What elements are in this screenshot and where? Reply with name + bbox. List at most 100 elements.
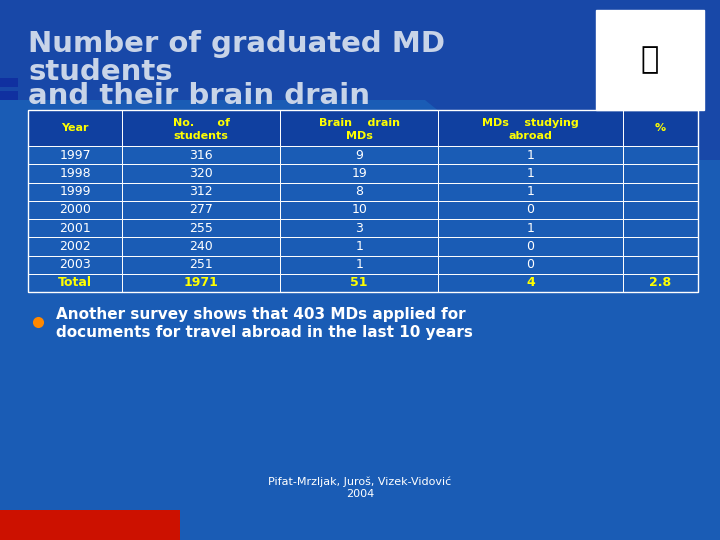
Text: 2002: 2002: [59, 240, 91, 253]
Text: %: %: [654, 123, 666, 133]
Bar: [438, 183, 623, 201]
Bar: [122, 255, 280, 274]
Bar: [280, 146, 438, 164]
Text: 1: 1: [355, 258, 363, 271]
Bar: [438, 237, 623, 255]
Text: 2001: 2001: [59, 221, 91, 234]
Text: 1971: 1971: [184, 276, 219, 289]
Text: 2000: 2000: [59, 204, 91, 217]
Text: students: students: [174, 131, 228, 141]
Text: 240: 240: [189, 240, 213, 253]
Bar: [28, 219, 122, 237]
Text: 316: 316: [189, 148, 213, 161]
Bar: [623, 183, 698, 201]
Text: 19: 19: [351, 167, 367, 180]
Bar: [438, 110, 623, 146]
Bar: [28, 237, 122, 255]
Bar: [623, 110, 698, 146]
Text: 251: 251: [189, 258, 213, 271]
Text: Brain    drain: Brain drain: [319, 118, 400, 128]
Text: 🏛: 🏛: [641, 45, 659, 75]
Text: 1999: 1999: [59, 185, 91, 198]
Text: 1: 1: [526, 221, 534, 234]
Bar: [0, 78, 18, 87]
Text: Year: Year: [61, 123, 89, 133]
Bar: [28, 110, 698, 292]
Bar: [122, 219, 280, 237]
Bar: [0, 510, 180, 540]
Bar: [280, 183, 438, 201]
Bar: [0, 0, 720, 100]
Bar: [438, 146, 623, 164]
Bar: [28, 274, 122, 292]
Bar: [623, 164, 698, 183]
Bar: [122, 237, 280, 255]
Text: MDs: MDs: [346, 131, 373, 141]
Bar: [596, 10, 704, 110]
Bar: [28, 201, 122, 219]
Text: 4: 4: [526, 276, 535, 289]
Bar: [623, 146, 698, 164]
Text: students: students: [28, 58, 173, 86]
Bar: [623, 255, 698, 274]
Bar: [28, 146, 122, 164]
Text: 2003: 2003: [59, 258, 91, 271]
Bar: [122, 146, 280, 164]
Bar: [122, 110, 280, 146]
Bar: [0, 91, 18, 100]
Bar: [280, 164, 438, 183]
Bar: [280, 274, 438, 292]
Text: Number of graduated MD: Number of graduated MD: [28, 30, 445, 58]
Text: 0: 0: [526, 204, 534, 217]
Bar: [122, 164, 280, 183]
Bar: [623, 274, 698, 292]
Bar: [438, 219, 623, 237]
Bar: [28, 255, 122, 274]
Bar: [28, 183, 122, 201]
Bar: [438, 274, 623, 292]
Text: 320: 320: [189, 167, 213, 180]
Text: MDs    studying: MDs studying: [482, 118, 579, 128]
Text: Total: Total: [58, 276, 92, 289]
Text: 9: 9: [355, 148, 363, 161]
Text: Another survey shows that 403 MDs applied for: Another survey shows that 403 MDs applie…: [56, 307, 466, 321]
Bar: [623, 201, 698, 219]
Text: 1997: 1997: [59, 148, 91, 161]
Bar: [623, 237, 698, 255]
Bar: [280, 255, 438, 274]
Bar: [438, 201, 623, 219]
Bar: [122, 201, 280, 219]
Bar: [122, 183, 280, 201]
Bar: [280, 219, 438, 237]
Polygon shape: [300, 0, 720, 160]
Text: 1: 1: [526, 185, 534, 198]
Bar: [280, 201, 438, 219]
Text: 277: 277: [189, 204, 213, 217]
Text: 255: 255: [189, 221, 213, 234]
Text: 8: 8: [355, 185, 363, 198]
Bar: [28, 164, 122, 183]
Text: 3: 3: [355, 221, 363, 234]
Bar: [438, 164, 623, 183]
Bar: [438, 255, 623, 274]
Text: 1998: 1998: [59, 167, 91, 180]
Text: 0: 0: [526, 240, 534, 253]
Text: Pifat-Mrzljak, Juroš, Vizek-Vidović
2004: Pifat-Mrzljak, Juroš, Vizek-Vidović 2004: [269, 477, 451, 499]
Text: abroad: abroad: [508, 131, 552, 141]
Text: 1: 1: [526, 148, 534, 161]
Bar: [280, 110, 438, 146]
Bar: [280, 237, 438, 255]
Text: documents for travel abroad in the last 10 years: documents for travel abroad in the last …: [56, 325, 473, 340]
Bar: [28, 110, 122, 146]
Text: 10: 10: [351, 204, 367, 217]
Text: 312: 312: [189, 185, 213, 198]
Text: 0: 0: [526, 258, 534, 271]
Text: 51: 51: [351, 276, 368, 289]
Text: 1: 1: [355, 240, 363, 253]
Text: No.      of: No. of: [173, 118, 230, 128]
Text: 2.8: 2.8: [649, 276, 672, 289]
Bar: [623, 219, 698, 237]
Bar: [122, 274, 280, 292]
Text: and their brain drain: and their brain drain: [28, 82, 370, 110]
Text: 1: 1: [526, 167, 534, 180]
